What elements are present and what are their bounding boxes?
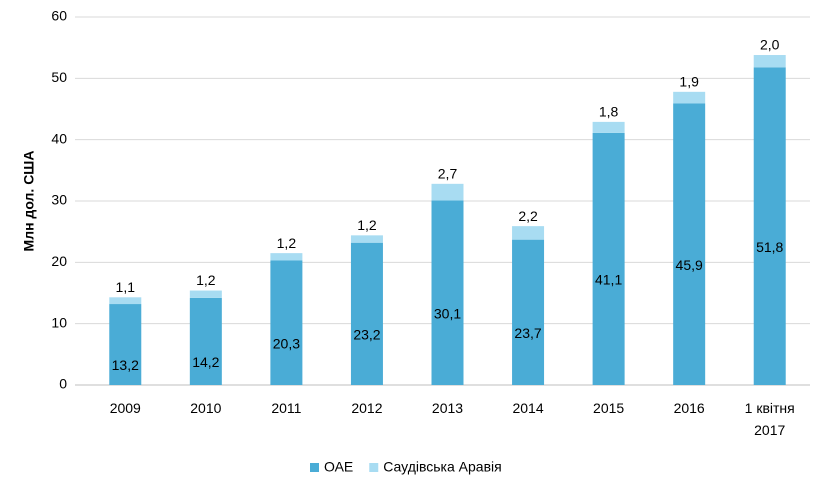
value-label: 1,2 bbox=[196, 272, 216, 288]
value-label: 13,2 bbox=[112, 357, 139, 373]
value-label: 14,2 bbox=[192, 354, 219, 370]
x-tick-label: 2015 bbox=[593, 400, 625, 416]
bar-segment bbox=[431, 183, 464, 201]
value-label: 45,9 bbox=[676, 257, 703, 273]
value-label: 1,9 bbox=[679, 74, 699, 90]
bar-segment bbox=[109, 304, 142, 385]
x-tick-label: 2014 bbox=[512, 400, 544, 416]
bar-segment bbox=[592, 132, 625, 385]
value-label: 20,3 bbox=[273, 335, 300, 351]
bar-segment bbox=[350, 235, 383, 243]
value-label: 1,1 bbox=[116, 279, 136, 295]
value-label: 51,8 bbox=[756, 239, 783, 255]
x-tick-label: 2013 bbox=[431, 400, 464, 416]
value-label: 1,2 bbox=[277, 235, 297, 251]
bar-segment bbox=[673, 91, 706, 104]
bar-segment bbox=[270, 253, 303, 261]
y-tick-label: 50 bbox=[51, 69, 67, 85]
value-label: 2,7 bbox=[438, 166, 458, 182]
legend-label: ОАЕ bbox=[324, 459, 353, 475]
y-tick-label: 10 bbox=[51, 314, 67, 330]
y-axis-label: Млн дол. США bbox=[21, 151, 37, 252]
bar-segment bbox=[350, 242, 383, 385]
value-label: 2,2 bbox=[518, 208, 538, 224]
bar-segment bbox=[753, 55, 786, 68]
bar-segment bbox=[189, 297, 222, 385]
bar-segment bbox=[270, 260, 303, 385]
value-label: 2,0 bbox=[760, 37, 780, 53]
value-label: 23,7 bbox=[514, 325, 541, 341]
bar-segment bbox=[431, 200, 464, 385]
x-tick-label: 2011 bbox=[271, 400, 302, 416]
y-tick-label: 20 bbox=[51, 253, 67, 269]
y-tick-label: 0 bbox=[59, 376, 67, 392]
value-label: 23,2 bbox=[353, 327, 380, 343]
bar-segment bbox=[512, 239, 545, 385]
value-label: 1,2 bbox=[357, 217, 377, 233]
bar-segment bbox=[189, 290, 222, 298]
y-tick-label: 30 bbox=[51, 192, 67, 208]
bar-segment bbox=[109, 297, 142, 305]
value-label: 30,1 bbox=[434, 305, 461, 321]
x-tick-label: 2012 bbox=[351, 400, 383, 416]
x-tick-label: 1 квітня 2017 bbox=[744, 400, 795, 438]
y-tick-label: 40 bbox=[51, 130, 67, 146]
x-tick-label: 2010 bbox=[190, 400, 222, 416]
legend-swatch bbox=[310, 463, 319, 472]
legend-swatch bbox=[369, 463, 379, 472]
x-tick-label: 2016 bbox=[673, 400, 705, 416]
bar-segment bbox=[753, 67, 786, 385]
bar-segment bbox=[673, 103, 706, 385]
x-tick-label: 2009 bbox=[109, 400, 141, 416]
value-label: 1,8 bbox=[599, 104, 619, 120]
bar-segment bbox=[512, 226, 545, 240]
bar-segment bbox=[592, 121, 625, 133]
legend-label: Саудівська Аравія bbox=[383, 459, 501, 475]
y-tick-label: 60 bbox=[51, 8, 67, 24]
value-label: 41,1 bbox=[595, 272, 622, 288]
